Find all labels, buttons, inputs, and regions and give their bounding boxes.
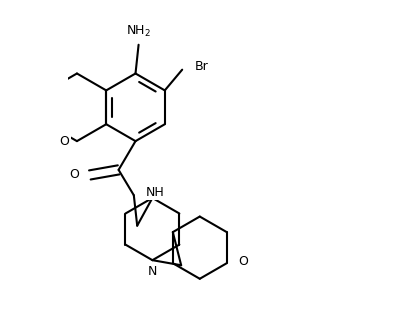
Text: O: O	[238, 255, 248, 269]
Text: NH$_2$: NH$_2$	[126, 24, 151, 39]
Text: O: O	[69, 168, 79, 182]
Text: N: N	[148, 265, 157, 278]
Text: NH: NH	[146, 186, 165, 199]
Text: Br: Br	[195, 60, 208, 73]
Text: O: O	[59, 135, 70, 148]
